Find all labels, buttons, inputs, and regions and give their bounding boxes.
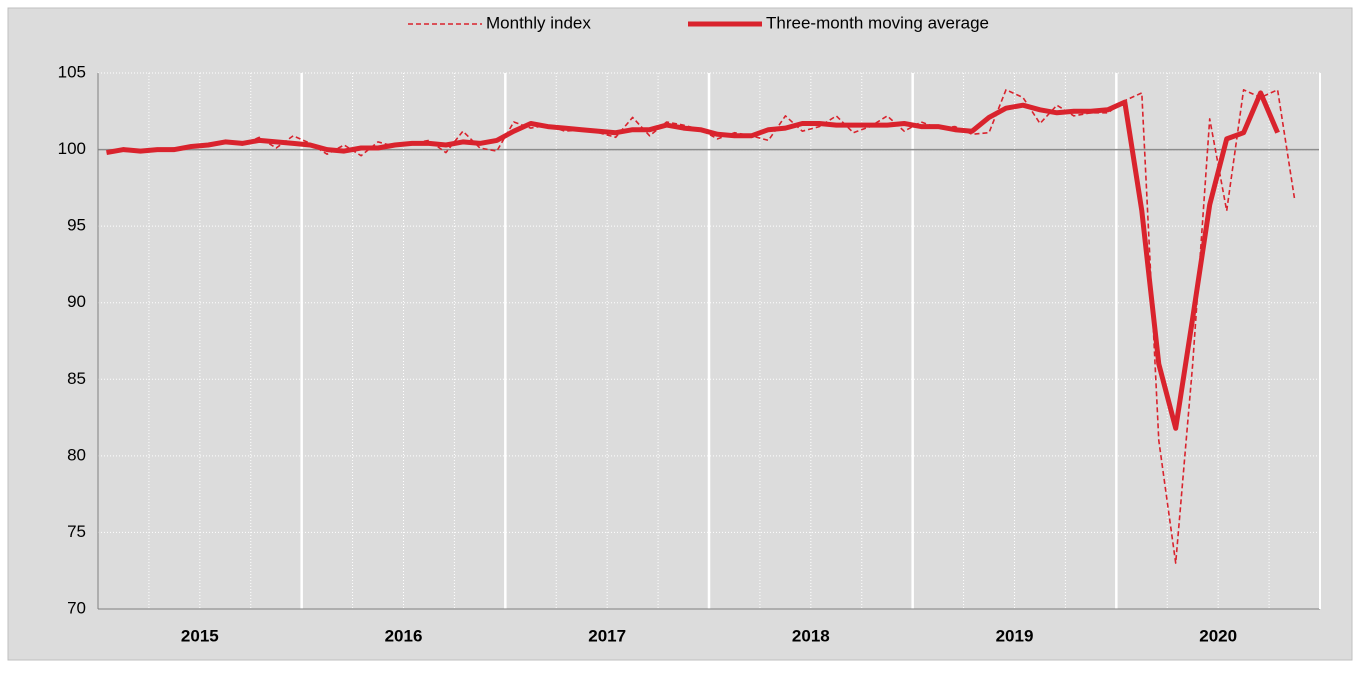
y-tick-label: 95 [67, 216, 86, 235]
y-tick-label: 105 [58, 62, 86, 81]
y-tick-label: 70 [67, 598, 86, 617]
x-tick-label: 2017 [588, 626, 626, 645]
y-tick-label: 75 [67, 522, 86, 541]
y-tick-label: 85 [67, 369, 86, 388]
y-tick-label: 100 [58, 139, 86, 158]
x-tick-label: 2019 [996, 626, 1034, 645]
x-tick-label: 2015 [181, 626, 219, 645]
legend-label: Monthly index [486, 13, 591, 32]
x-tick-label: 2020 [1199, 626, 1237, 645]
y-tick-label: 80 [67, 445, 86, 464]
y-tick-label: 90 [67, 292, 86, 311]
x-tick-label: 2016 [385, 626, 423, 645]
line-series [106, 90, 1280, 431]
x-tick-label: 2018 [792, 626, 830, 645]
legend-label: Three-month moving average [766, 13, 989, 32]
chart-background [7, 7, 1353, 661]
